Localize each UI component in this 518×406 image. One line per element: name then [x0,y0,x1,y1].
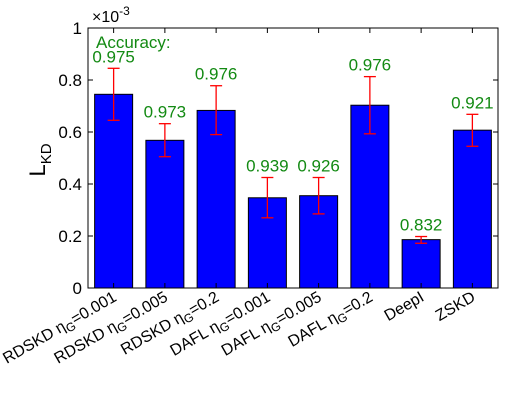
accuracy-label: 0.973 [144,103,187,122]
accuracy-title: Accuracy: [96,33,171,52]
error-bar-1 [158,123,171,158]
accuracy-label: 0.939 [246,157,289,176]
y-multiplier-base: ×10 [92,9,119,26]
x-tick-label: ZSKD [433,289,478,325]
y-tick-label: 1 [73,19,82,38]
accuracy-label: 0.976 [195,65,238,84]
bar-6 [401,239,441,289]
bar-2 [196,109,236,289]
axes-box [87,27,499,289]
bar-1 [145,139,185,289]
bar-7 [452,129,492,289]
y-axis-label-main: L [25,164,50,176]
y-axis-label-sub: KD [38,143,55,164]
error-bar-2 [210,85,223,136]
error-bars-layer [107,67,479,244]
y-tick-label: 0.2 [58,227,82,246]
y-multiplier-exponent: -3 [119,4,130,18]
accuracy-label: 0.926 [297,157,340,176]
y-axis: 0 0.2 0.4 0.6 0.8 1 [58,19,498,298]
accuracy-label: 0.921 [451,93,494,112]
y-tick-label: 0.6 [58,123,82,142]
error-bar-7 [466,113,479,147]
y-axis-label: LKD [25,143,55,176]
y-multiplier: ×10-3 [92,4,130,26]
y-tick-label: 0.8 [58,71,82,90]
y-tick-label: 0.4 [58,175,82,194]
error-bar-0 [107,67,120,121]
error-bar-5 [363,75,376,135]
error-bar-3 [261,176,274,219]
bar-0 [94,93,134,289]
accuracy-label: 0.976 [349,56,392,75]
accuracy-labels: 0.975 0.973 0.976 0.939 0.926 0.976 0.832 0.921 [92,47,493,234]
error-bar-6 [415,235,428,244]
y-tick-label: 0 [73,279,82,298]
error-bar-4 [312,176,325,215]
x-tick-label: DeepI [382,289,427,325]
accuracy-label: 0.832 [400,216,443,235]
accuracy-label: 0.975 [92,47,135,66]
bars-layer [94,93,492,289]
